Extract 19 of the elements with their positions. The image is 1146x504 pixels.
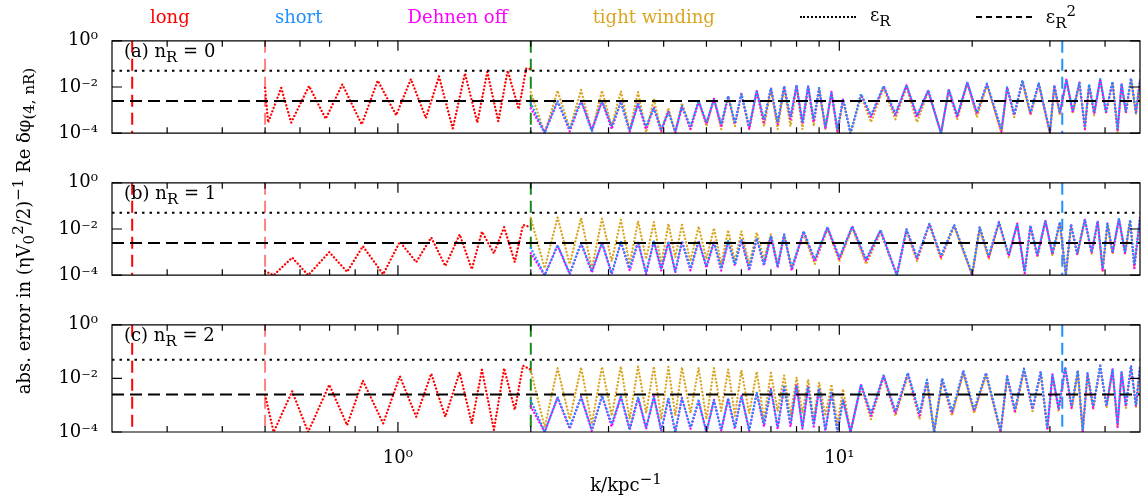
y-tick-label: 10⁰	[67, 312, 98, 334]
y-tick-label: 10⁻²	[58, 216, 98, 238]
y-tick-label: 10⁻²	[58, 74, 98, 96]
text: tight winding	[592, 6, 715, 28]
text: short	[274, 6, 323, 28]
y-tick-label: 10⁰	[67, 170, 98, 192]
annotation: (b) n$_{R}$ = 1	[124, 182, 217, 208]
x-axis-title: k/kpc$^{−1}$	[590, 470, 662, 495]
x-tick-label: 10¹	[824, 446, 855, 468]
text: long	[150, 6, 190, 28]
y-tick-label: 10⁻⁴	[58, 262, 98, 284]
text: Dehnen off	[407, 6, 508, 28]
y-tick-label: 10⁻²	[58, 366, 98, 388]
annotation: (a) n$_{R}$ = 0	[124, 40, 216, 66]
annotation: (c) n$_{R}$ = 2	[124, 324, 215, 350]
y-tick-label: 10⁰	[67, 28, 98, 50]
y-tick-label: 10⁻⁴	[58, 120, 98, 142]
y-tick-label: 10⁻⁴	[58, 419, 98, 441]
legend-label: ε$_{R}$	[870, 4, 891, 30]
